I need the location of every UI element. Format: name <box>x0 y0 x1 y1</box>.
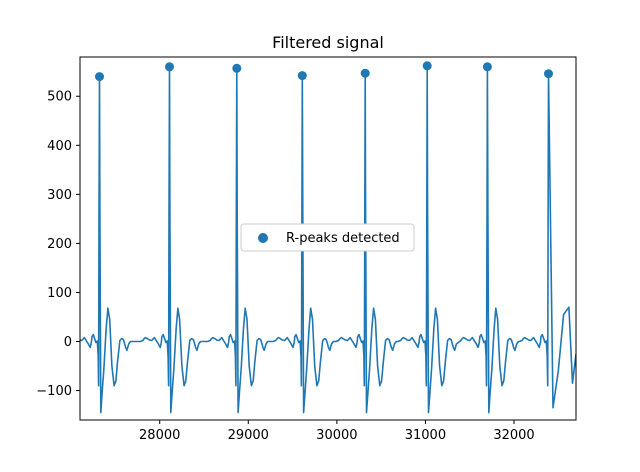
y-tick-label: 0 <box>64 335 72 350</box>
y-tick-label: 300 <box>47 188 72 203</box>
plot-frame <box>79 56 577 421</box>
r-peak-marker <box>482 62 492 72</box>
y-tick-label: 500 <box>47 90 72 105</box>
r-peak-marker <box>360 68 370 78</box>
x-tick-label: 28000 <box>139 428 180 443</box>
chart-title: Filtered signal <box>272 33 384 52</box>
plot-area <box>80 61 576 414</box>
y-tick-label: 200 <box>47 237 72 252</box>
y-tick-label: 400 <box>47 139 72 154</box>
legend: R-peaks detected <box>240 223 415 252</box>
x-tick-label: 32000 <box>493 428 534 443</box>
x-axis: 28000 29000 30000 31000 32000 <box>139 420 535 443</box>
y-tick-label: −100 <box>36 384 72 399</box>
legend-box <box>240 223 415 252</box>
r-peak-marker <box>95 72 104 82</box>
legend-marker <box>258 233 268 243</box>
x-tick-label: 29000 <box>228 428 269 443</box>
x-tick-label: 30000 <box>316 428 357 443</box>
r-peak-marker <box>544 69 553 79</box>
r-peak-marker <box>232 63 242 73</box>
legend-label: R-peaks detected <box>286 231 400 246</box>
y-axis: −100 0 100 200 300 400 500 <box>36 90 80 399</box>
filtered-signal-line <box>80 65 576 414</box>
r-peak-marker <box>165 62 174 72</box>
r-peak-marker <box>297 71 307 81</box>
x-tick-label: 31000 <box>405 428 446 443</box>
r-peak-marker <box>422 61 432 71</box>
y-tick-label: 100 <box>47 286 72 301</box>
